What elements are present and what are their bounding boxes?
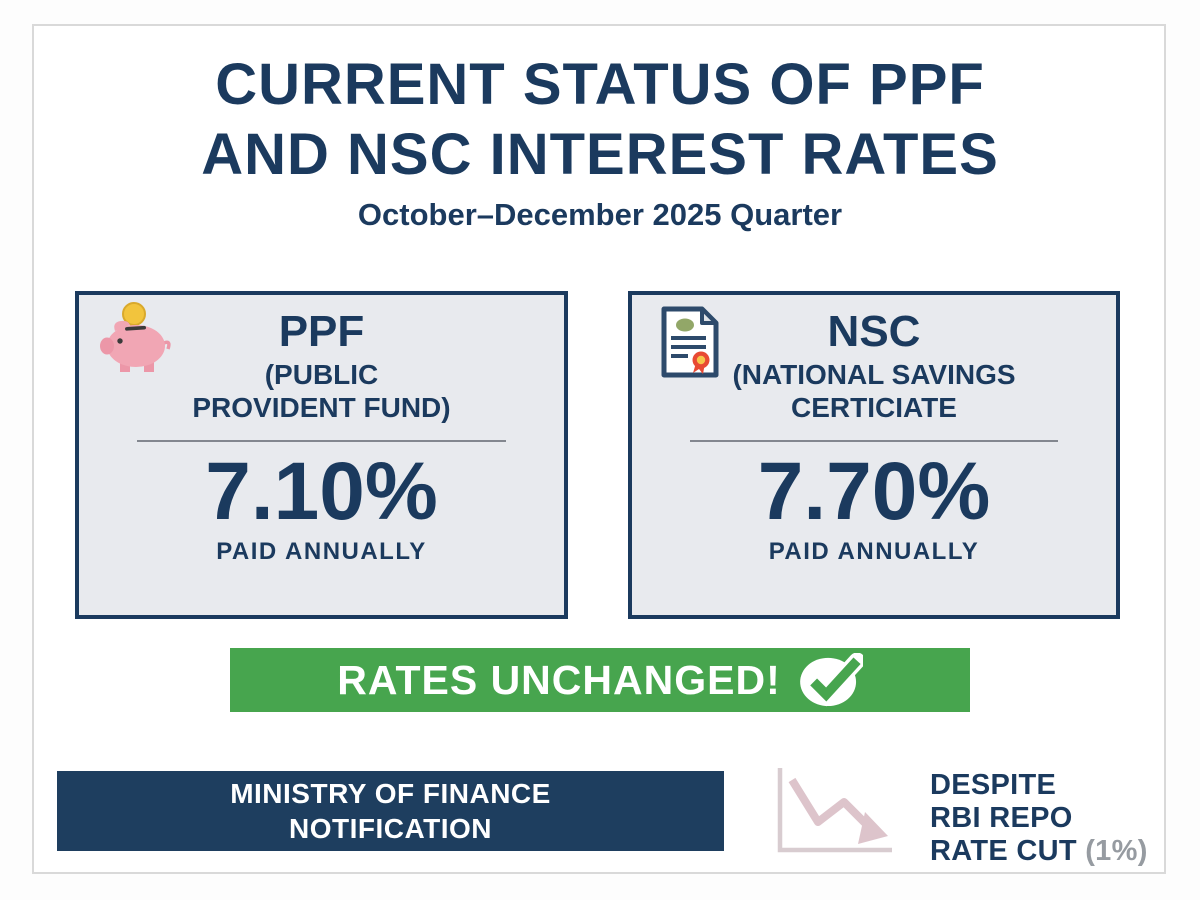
ppf-card-divider xyxy=(137,440,506,442)
quarter-subtitle: October–December 2025 Quarter xyxy=(357,197,843,232)
page-title-line2: AND NSC INTEREST RATES xyxy=(201,122,999,187)
ppf-card-expansion: (PUBLIC PROVIDENT FUND) xyxy=(79,358,564,424)
repo-rate-note: DESPITE RBI REPO RATE CUT (1%) xyxy=(930,769,1148,868)
piggy-bank-icon xyxy=(95,301,175,375)
ppf-payout-label: PAID ANNUALLY xyxy=(216,538,427,565)
ministry-line1: MINISTRY OF FINANCE xyxy=(230,778,551,809)
page-title-line1: CURRENT STATUS OF PPF xyxy=(215,52,985,117)
nsc-card-divider xyxy=(690,440,1058,442)
note-line3: RATE CUT (1%) xyxy=(930,835,1148,868)
ppf-expansion-line2: PROVIDENT FUND) xyxy=(192,392,451,423)
ppf-card-name: PPF xyxy=(278,307,365,356)
nsc-rate-value: 7.70% xyxy=(757,446,991,537)
ministry-line2: NOTIFICATION xyxy=(288,813,492,844)
downtrend-chart-icon xyxy=(770,760,902,860)
page-title: CURRENT STATUS OF PPF AND NSC INTEREST R… xyxy=(0,50,1200,190)
status-banner-label: RATES UNCHANGED! xyxy=(337,656,781,703)
nsc-rate-card: NSC (NATIONAL SAVINGS CERTICIATE 7.70% P… xyxy=(628,291,1120,619)
nsc-payout-label: PAID ANNUALLY xyxy=(768,538,980,565)
note-line1: DESPITE xyxy=(930,769,1057,801)
note-line2: RBI REPO xyxy=(930,802,1073,834)
nsc-expansion-line1: (NATIONAL SAVINGS xyxy=(732,359,1016,390)
check-circle-icon xyxy=(799,653,863,707)
nsc-card-expansion: (NATIONAL SAVINGS CERTICIATE xyxy=(632,358,1116,424)
note-line3-suffix: (1%) xyxy=(1085,835,1148,867)
nsc-card-name: NSC xyxy=(827,307,921,356)
status-banner: RATES UNCHANGED! xyxy=(230,648,970,712)
ministry-banner: MINISTRY OF FINANCE NOTIFICATION xyxy=(57,771,724,851)
ppf-expansion-line1: (PUBLIC xyxy=(264,359,379,390)
ppf-rate-card: PPF (PUBLIC PROVIDENT FUND) 7.10% PAID A… xyxy=(75,291,568,619)
certificate-icon xyxy=(658,305,722,379)
note-line3-main: RATE CUT xyxy=(930,835,1077,867)
ppf-rate-value: 7.10% xyxy=(205,446,438,537)
nsc-expansion-line2: CERTICIATE xyxy=(791,392,957,423)
